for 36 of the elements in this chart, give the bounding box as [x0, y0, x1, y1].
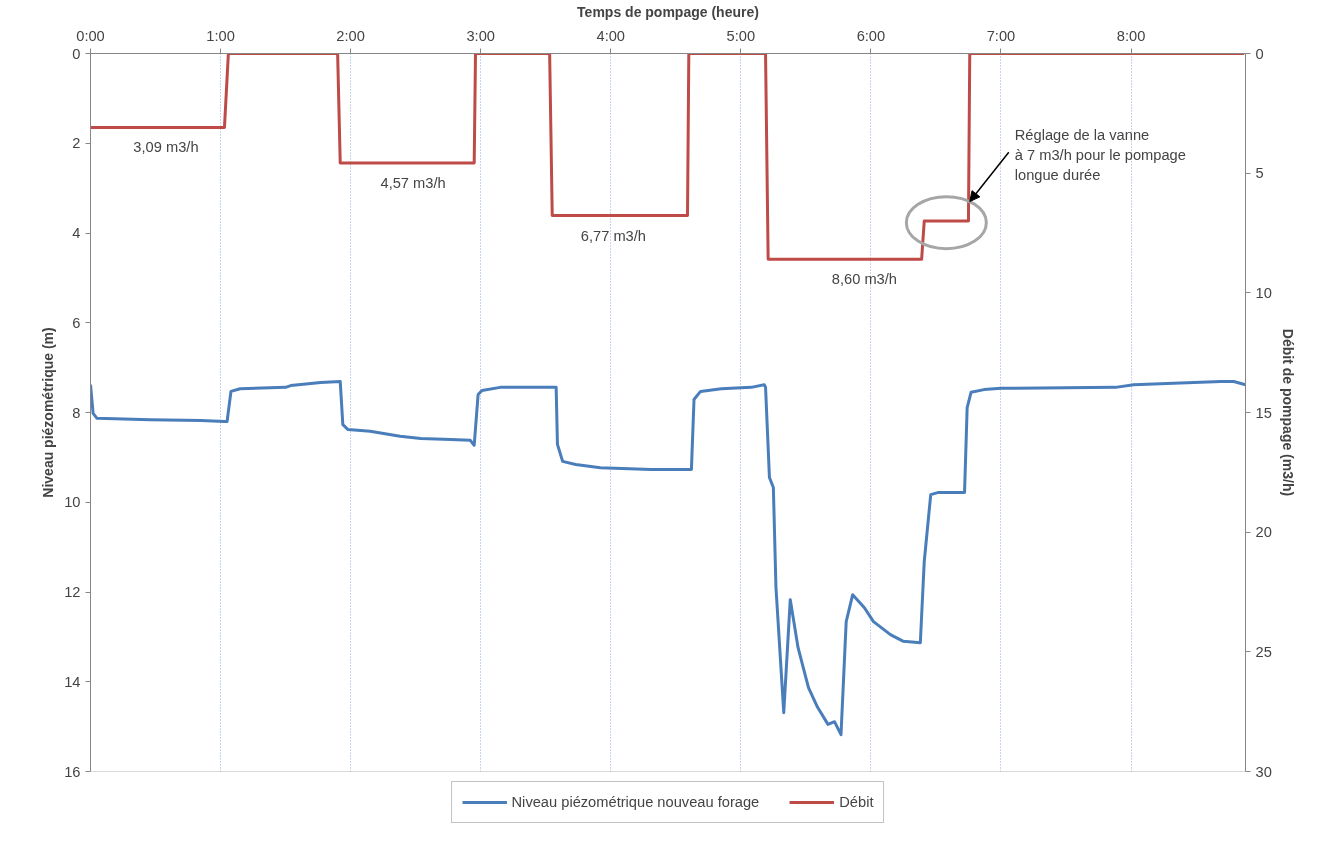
y-tick-label: 10	[64, 494, 81, 511]
y2-tick-label: 10	[1255, 284, 1272, 301]
x-tick-label: 4:00	[596, 27, 626, 44]
x-tick-label: 3:00	[466, 27, 495, 44]
y2-tick-label: 25	[1255, 643, 1272, 660]
y-tick-label: 8	[72, 404, 81, 421]
y-tick-label: 6	[72, 314, 81, 331]
line-series	[90, 380, 1246, 737]
y2-tick-label: 15	[1255, 404, 1272, 421]
y-tick-label: 12	[64, 584, 81, 600]
y2-axis-title: Débit de pompage (m3/h)	[1279, 328, 1296, 497]
data-label: 4,57 m3/h	[380, 174, 446, 191]
y-tick-label: 14	[64, 673, 81, 690]
x-tick-label: 5:00	[726, 27, 756, 44]
y2-tick-label: 5	[1255, 165, 1264, 182]
x-tick-label: 7:00	[986, 27, 1016, 44]
y-tick-label: 0	[72, 45, 81, 62]
y2-tick-label: 0	[1255, 45, 1264, 62]
x-tick-label: 2:00	[336, 27, 365, 44]
x-tick-label: 1:00	[206, 27, 235, 44]
y2-tick-label: 20	[1255, 524, 1272, 541]
y-tick-label: 2	[72, 135, 81, 152]
data-label: 6,77 m3/h	[580, 227, 646, 244]
x-tick-label: 6:00	[856, 27, 886, 44]
y-axis-title: Niveau piézométrique (m)	[40, 327, 57, 498]
annotation: Réglage de la vanne à 7 m3/h pour le pompage longue durée	[1014, 126, 1186, 183]
data-label: 8,60 m3/h	[831, 271, 897, 288]
y2-tick-label: 30	[1255, 763, 1272, 780]
y-tick-label: 16	[64, 763, 81, 780]
y-tick-label: 4	[72, 225, 81, 241]
x-tick-label: 0:00	[76, 27, 105, 44]
data-label: 3,09 m3/h	[133, 139, 199, 156]
legend-label: Débit	[839, 794, 874, 810]
legend-label: Niveau piézométrique nouveau forage	[511, 794, 760, 810]
x-tick-label: 8:00	[1116, 27, 1146, 44]
x-axis-title: Temps de pompage (heure)	[577, 3, 759, 20]
